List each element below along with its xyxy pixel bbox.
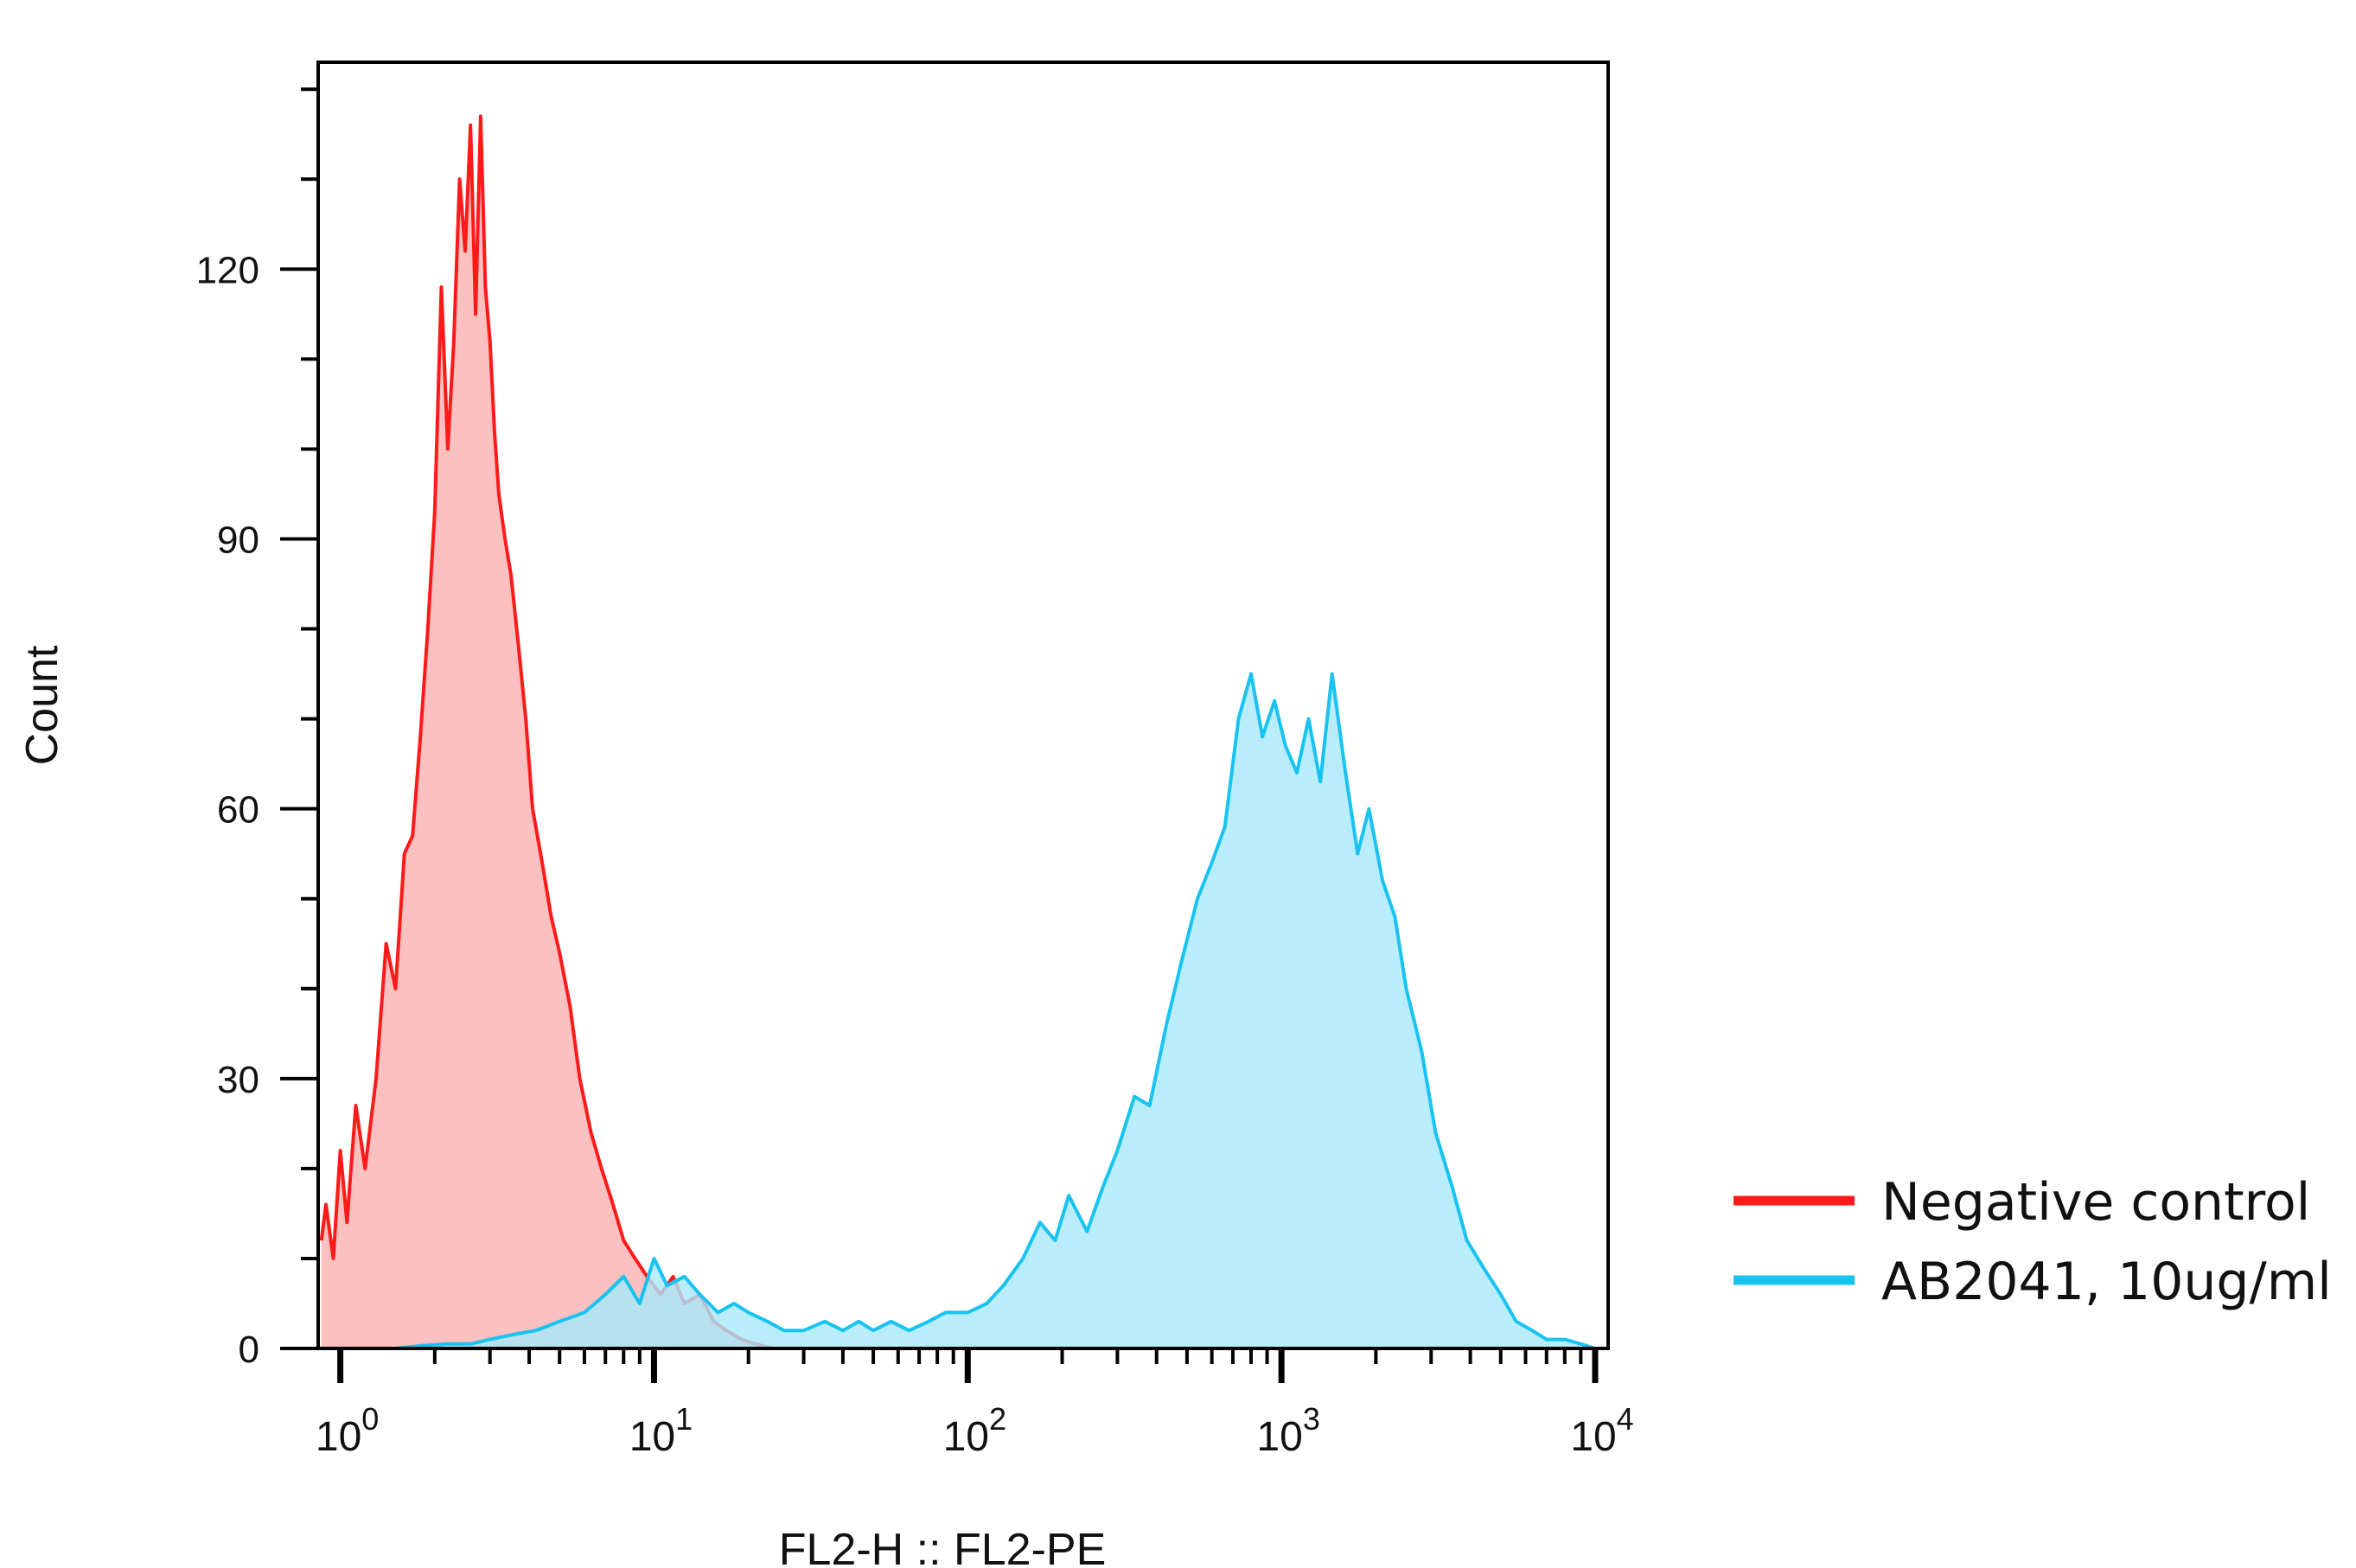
x-axis: 100 101 102 103 104	[316, 1347, 1634, 1460]
x-tick-label: 100	[316, 1401, 379, 1460]
x-tick-label: 103	[1256, 1401, 1319, 1460]
y-tick-label: 120	[196, 249, 259, 291]
series-2	[395, 672, 1608, 1350]
series-1	[319, 114, 774, 1350]
legend-label: Negative control	[1881, 1172, 2310, 1233]
y-axis-title: Count	[17, 645, 67, 765]
x-tick-label: 101	[629, 1401, 693, 1460]
series-2-line	[395, 672, 1608, 1350]
plot-area	[319, 114, 1608, 1350]
y-tick-label: 60	[217, 789, 259, 832]
x-axis-title: FL2-H :: FL2-PE	[779, 1525, 1107, 1568]
y-axis: 0 30 60 90 120	[196, 62, 320, 1371]
y-tick-label: 30	[217, 1059, 259, 1101]
y-tick-label: 90	[217, 519, 259, 561]
series-2-fill	[395, 673, 1608, 1348]
x-tick-label: 102	[943, 1401, 1006, 1460]
x-tick-label: 104	[1570, 1401, 1633, 1460]
series-1-fill	[321, 116, 774, 1348]
legend-item: Negative control	[1733, 1172, 2310, 1233]
y-tick-label: 0	[239, 1329, 259, 1371]
legend-label: AB2041, 10ug/ml	[1881, 1252, 2332, 1312]
legend: Negative control AB2041, 10ug/ml	[1733, 1172, 2332, 1312]
legend-item: AB2041, 10ug/ml	[1733, 1252, 2332, 1312]
